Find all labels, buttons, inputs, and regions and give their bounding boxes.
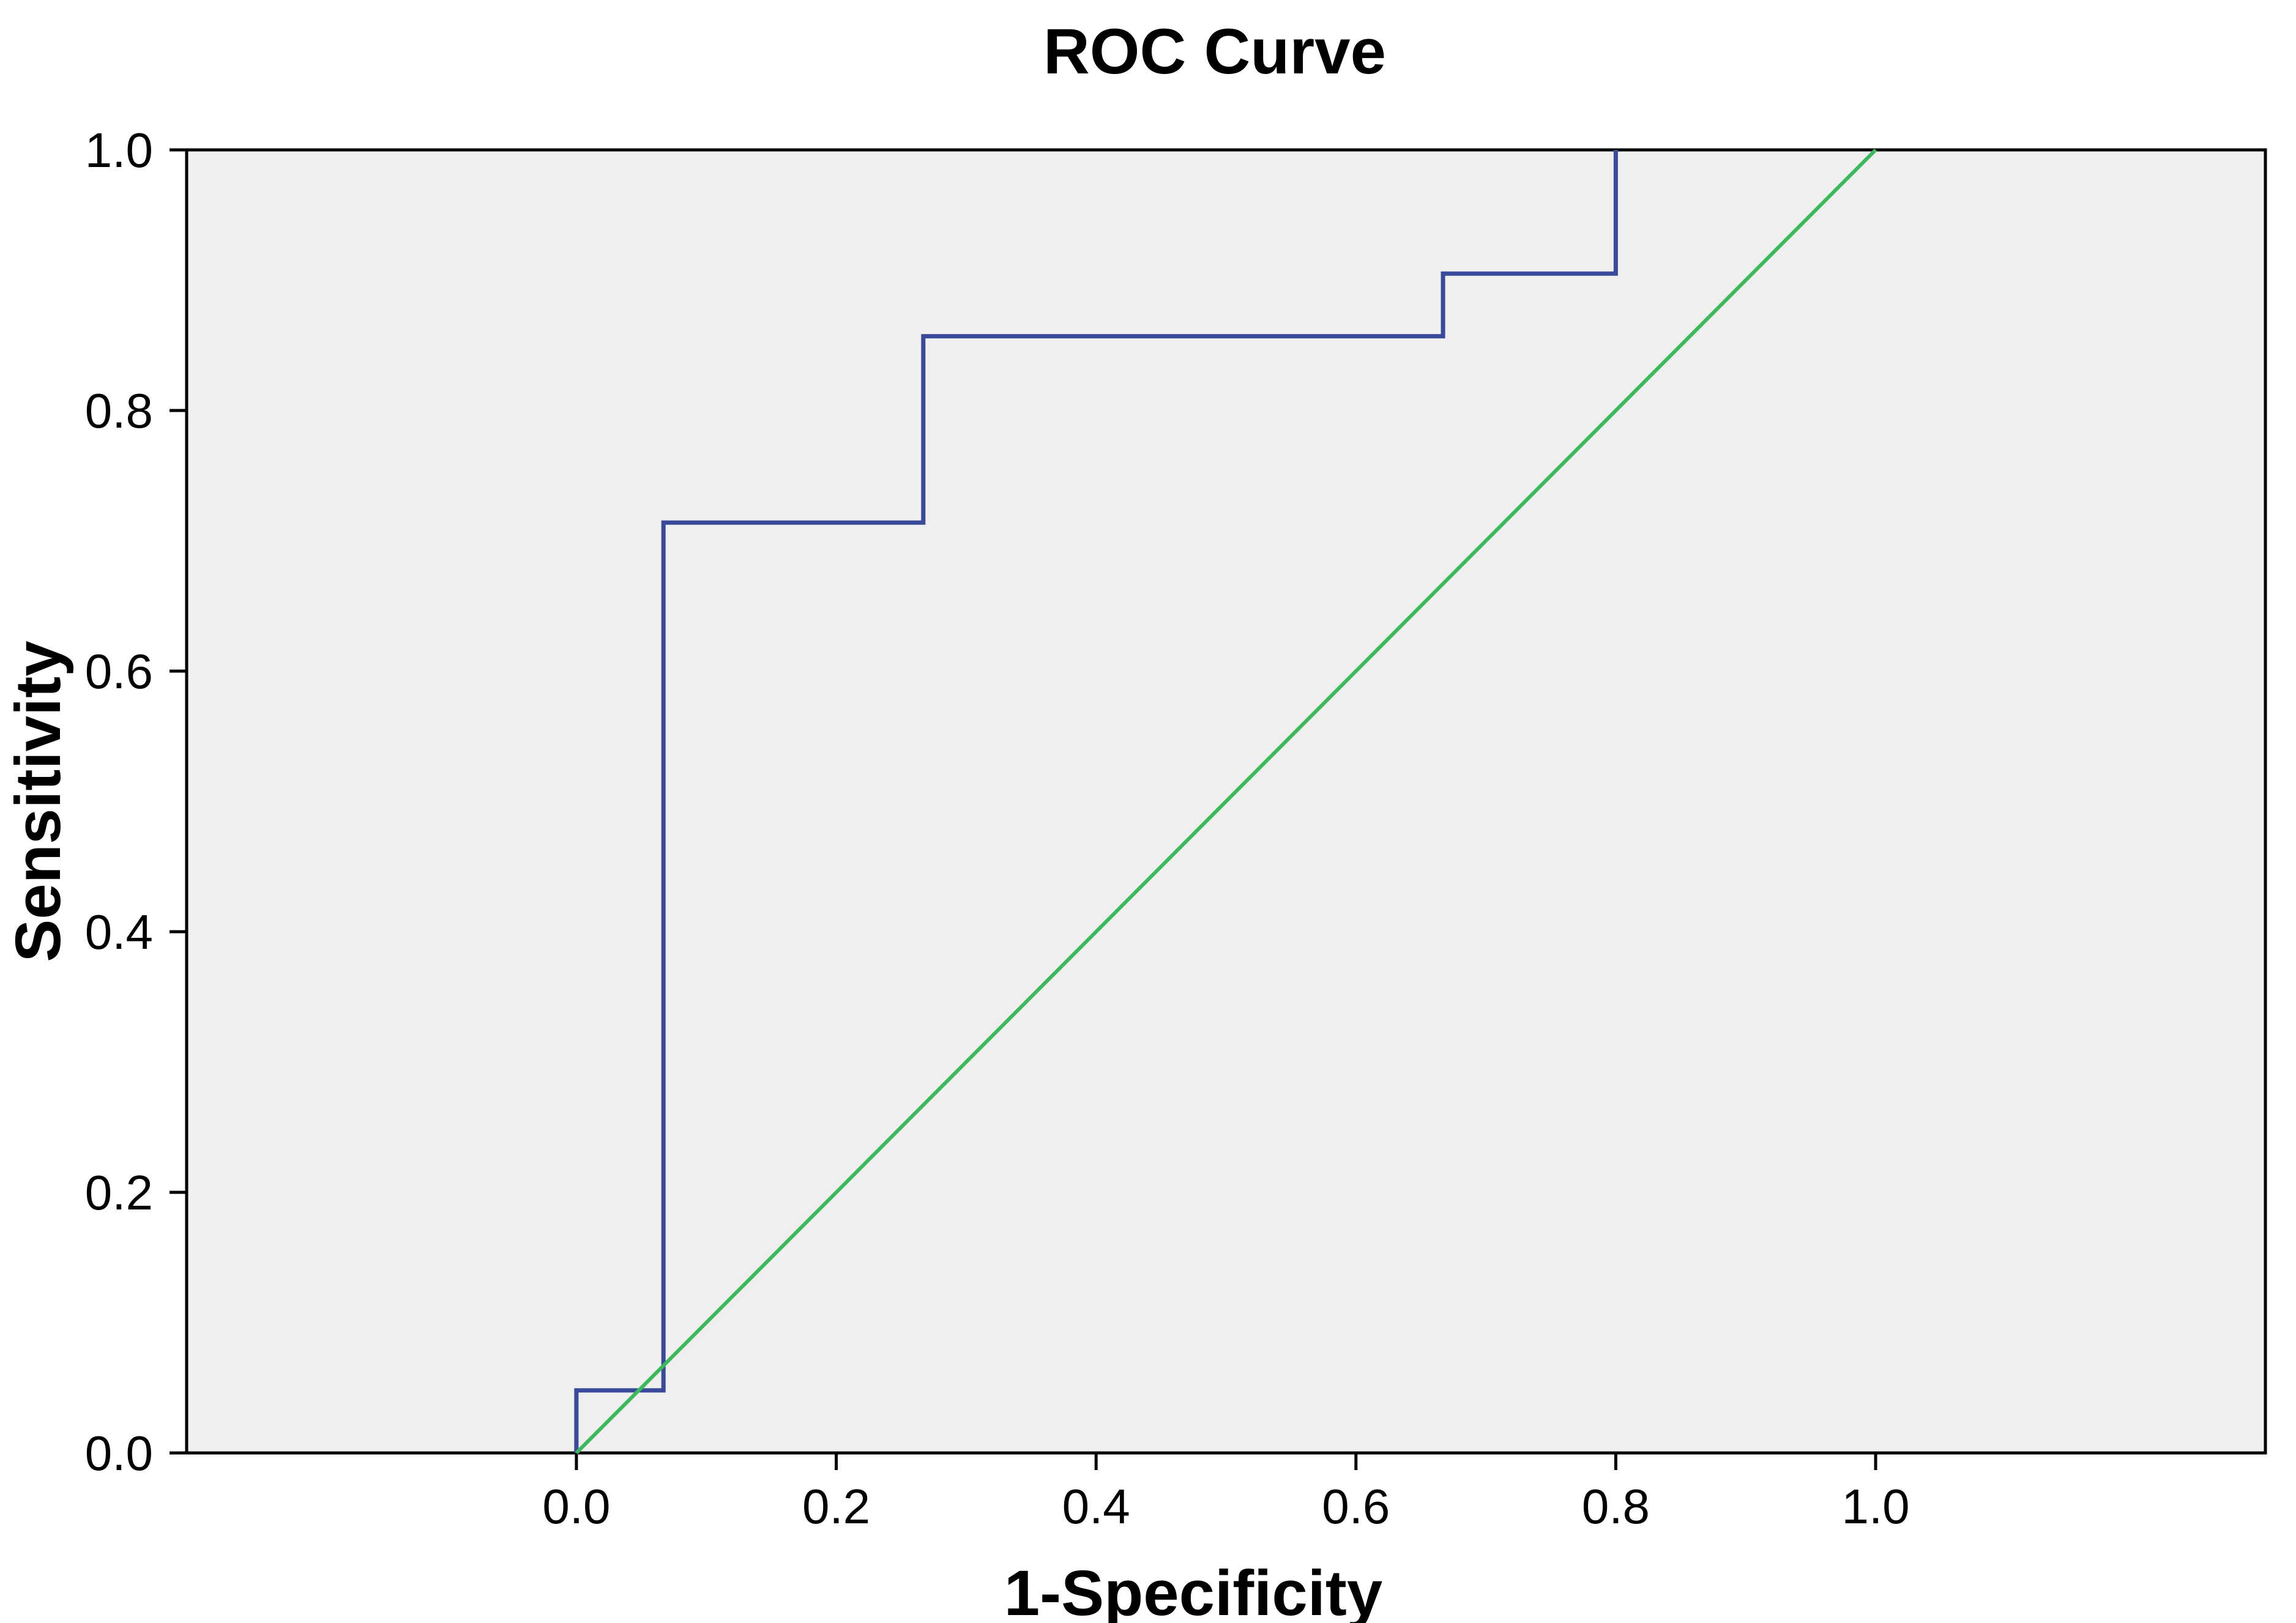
x-tick-label: 1.0	[1841, 1479, 1909, 1534]
x-tick-label: 0.8	[1582, 1479, 1650, 1534]
x-tick-label: 0.4	[1062, 1479, 1130, 1534]
y-tick-label: 0.2	[85, 1165, 153, 1220]
y-tick-label: 0.0	[85, 1426, 153, 1480]
roc-curve-line	[574, 150, 1618, 1453]
x-axis-ticks: 0.0 0.2 0.4 0.6 0.8 1.0	[542, 1453, 1910, 1534]
x-axis-label: 1-Specificity	[1004, 1558, 1383, 1623]
x-tick-label: 0.2	[802, 1479, 870, 1534]
y-tick-label: 0.8	[85, 384, 153, 438]
x-tick-label: 0.0	[542, 1479, 610, 1534]
series-layer	[574, 148, 1877, 1455]
y-tick-label: 0.4	[85, 905, 153, 959]
y-tick-label: 0.6	[85, 644, 153, 699]
chart-title: ROC Curve	[1043, 16, 1386, 87]
y-axis-label: Sensitivity	[2, 641, 74, 962]
y-tick-label: 1.0	[85, 123, 153, 177]
x-tick-label: 0.6	[1322, 1479, 1390, 1534]
y-axis-ticks: 0.0 0.2 0.4 0.6 0.8 1.0	[85, 123, 187, 1480]
reference-line	[575, 148, 1877, 1455]
